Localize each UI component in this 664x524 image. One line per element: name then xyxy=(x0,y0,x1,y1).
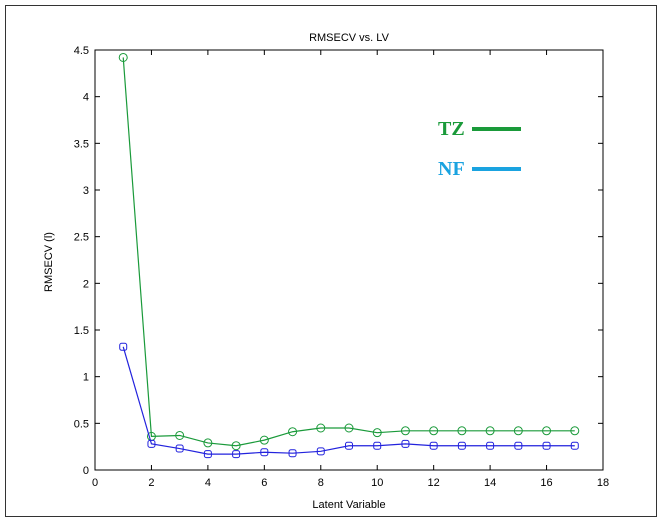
data-point-nf xyxy=(429,441,438,450)
data-point-nf xyxy=(260,448,269,457)
data-point-tz xyxy=(259,435,269,445)
data-point-tz xyxy=(231,441,241,451)
data-point-nf xyxy=(288,449,297,458)
data-point-tz xyxy=(175,430,185,440)
data-point-tz xyxy=(570,426,580,436)
data-point-nf xyxy=(175,444,184,453)
data-point-nf xyxy=(203,450,212,459)
data-point-tz xyxy=(457,426,467,436)
data-point-nf xyxy=(486,441,495,450)
data-point-tz xyxy=(118,52,128,62)
legend-label-nf: NF xyxy=(438,158,465,180)
x-tick-label: 0 xyxy=(92,477,98,489)
data-point-tz xyxy=(203,438,213,448)
series-line-tz xyxy=(122,57,575,447)
y-tick-label: 0.5 xyxy=(74,418,89,430)
data-point-nf xyxy=(457,441,466,450)
x-tick-label: 10 xyxy=(371,477,383,489)
y-tick-label: 3.5 xyxy=(74,138,89,150)
y-tick-label: 2 xyxy=(83,278,89,290)
y-tick-label: 2.5 xyxy=(74,232,89,244)
data-point-nf xyxy=(401,439,410,448)
data-point-nf xyxy=(345,441,353,450)
data-point-tz xyxy=(288,427,298,437)
x-tick-label: 14 xyxy=(484,477,496,489)
y-tick-label: 0 xyxy=(83,465,89,477)
data-point-tz xyxy=(316,423,326,433)
y-tick-label: 4.5 xyxy=(74,45,89,57)
legend: TZ NF xyxy=(438,118,521,180)
y-tick-label: 1 xyxy=(83,372,89,384)
data-point-nf xyxy=(542,441,551,450)
data-point-tz xyxy=(513,426,523,436)
data-point-tz xyxy=(429,426,439,436)
data-point-tz xyxy=(485,426,495,436)
data-point-tz xyxy=(344,423,354,433)
data-point-nf xyxy=(373,441,382,450)
data-point-nf xyxy=(232,450,241,459)
data-point-nf xyxy=(514,441,523,450)
x-tick-label: 18 xyxy=(597,477,609,489)
x-tick-label: 16 xyxy=(540,477,552,489)
data-point-tz xyxy=(542,426,552,436)
data-point-nf xyxy=(316,447,325,456)
chart-title: RMSECV vs. LV xyxy=(309,32,390,44)
x-tick-label: 2 xyxy=(148,477,154,489)
x-axis-label: Latent Variable xyxy=(312,499,385,511)
series-line-nf xyxy=(122,346,575,455)
y-tick-label: 3 xyxy=(83,185,89,197)
data-point-tz xyxy=(400,426,410,436)
x-tick-label: 6 xyxy=(261,477,267,489)
plot-area xyxy=(94,49,604,471)
data-point-nf xyxy=(147,439,156,448)
plot-layer: 0 2 4 6 8 10 12 14 16 18 0 0.5 1 1.5 2 2.5 3 3.5 4 4.5 xyxy=(74,45,609,489)
y-tick-label: 1.5 xyxy=(74,325,89,337)
data-point-nf xyxy=(570,441,579,450)
data-point-nf xyxy=(119,342,128,351)
y-tick-label: 4 xyxy=(83,92,89,104)
legend-label-tz: TZ xyxy=(438,118,465,140)
figure-frame xyxy=(5,5,657,517)
data-point-tz xyxy=(372,428,382,438)
x-tick-label: 12 xyxy=(428,477,440,489)
y-axis-label: RMSECV (l) xyxy=(43,232,55,292)
x-tick-label: 4 xyxy=(205,477,211,489)
x-tick-label: 8 xyxy=(318,477,324,489)
